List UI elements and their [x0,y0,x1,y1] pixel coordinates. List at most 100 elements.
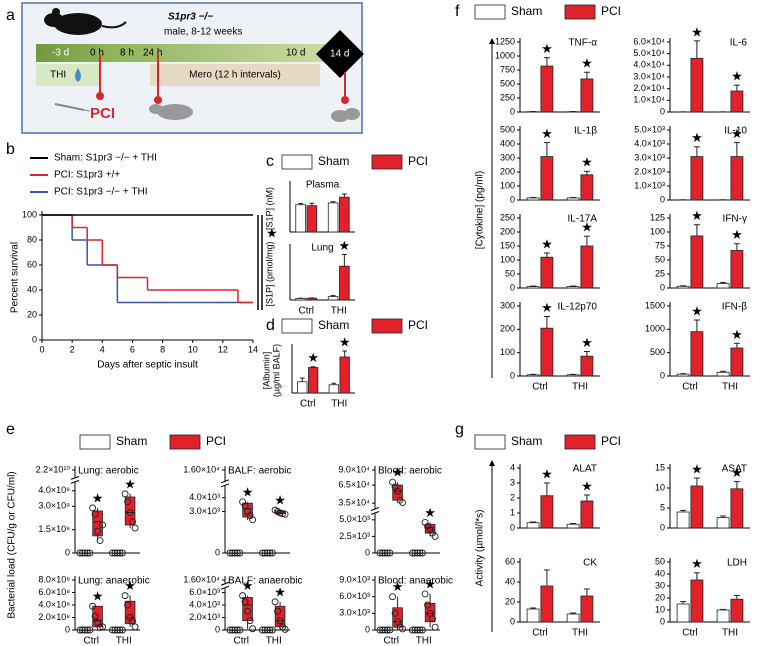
timepoint: 0 h [90,48,104,59]
data-point [413,626,421,634]
data-point [89,602,97,610]
y-tick-label: 1 [510,507,515,517]
y-tick-label: 25 [655,268,665,278]
bar [540,585,554,623]
x-tick-label: Ctrl [298,306,314,317]
bar [327,202,339,233]
data-point [411,549,419,557]
y-tick-label: 75 [655,240,665,250]
legend-swatch [474,4,506,20]
bar [566,613,580,623]
x-tick-label: Ctrl [532,382,548,393]
subplot-title: IL-6 [730,38,748,49]
data-point [121,490,129,498]
y-tick-label: 2.2×10¹⁰ [36,464,71,474]
bar [566,374,580,377]
y-tick-label: 0 [365,547,370,557]
y-tick-label: 125 [650,212,665,222]
significance-star: ★ [691,556,703,571]
data-point [263,626,271,634]
y-tick-label: 1.0×10⁴ [633,95,665,105]
x-tick-label: 2 [70,344,75,354]
subplot-title: Blood: anaerobic [378,576,453,587]
y-axis-title: (µg/ml BALF) [271,344,281,397]
y-tick-label: 2.0×10³ [634,166,665,176]
y-axis-title: Activity (µmol/l*s) [475,510,486,587]
x-tick-label: Ctrl [300,399,316,410]
significance-star: ★ [242,578,254,593]
data-point [383,549,391,557]
x-tick-label: THI [116,636,132,646]
data-point [411,626,419,634]
axis-break [370,511,380,515]
legend-swatch [281,318,313,334]
subplot-title: ALAT [573,464,597,475]
legend-swatch [371,154,403,170]
data-point [246,617,254,625]
y-tick-label: 5.0×10³ [634,124,665,134]
data-point [429,615,437,623]
data-point [99,521,107,529]
y-tick-label: 0 [510,106,515,116]
bar [540,327,554,377]
y-tick-label: 1000 [645,324,665,334]
panel-label: c [266,153,274,170]
y-tick-label: 20 [655,592,665,602]
y-tick-label: 4.0×10³ [634,138,665,148]
significance-star: ★ [581,478,593,493]
y-tick-label: 100 [500,180,515,190]
bar [676,373,690,377]
y-axis-title: Bacterial load (CFU/g or CFU/ml) [7,471,18,618]
legend-swatch [564,4,596,20]
data-point [231,626,239,634]
x-tick-label: 0 [39,344,44,354]
axis-break [220,585,230,590]
subplot-title: IFN-γ [723,214,747,225]
y-tick-label: 6.0×10³ [189,587,220,597]
bar [526,522,540,529]
y-tick-label: 4 [510,462,515,472]
cohort: male, 8-12 weeks [164,27,242,38]
legend-label: PCI [408,154,428,168]
data-point [276,617,284,625]
data-point [113,549,121,557]
x-tick-label: Ctrl [83,636,99,646]
x-tick-label: Ctrl [682,628,698,639]
axis-break [220,479,230,484]
event-label: PCI [90,105,115,122]
bar [540,156,554,201]
axis-break [370,507,380,511]
bar [730,598,744,623]
y-tick-label: 10 [655,604,665,614]
data-point [266,626,274,634]
significance-star: ★ [731,327,743,342]
panel-a: a S1pr3 −/− male, 8-12 weeks -3 d 0 h 8 … [6,2,364,134]
y-tick-label: 400 [500,138,515,148]
data-point [124,601,132,609]
significance-star: ★ [92,589,104,604]
data-point [83,549,91,557]
timepoint: 10 d [286,48,305,59]
mouse-icon [331,108,360,122]
panel-label: b [6,141,15,158]
data-point [111,626,119,634]
data-point [431,623,439,631]
axis-break [221,481,229,486]
event-pins [96,54,349,104]
x-tick-label: THI [331,306,347,317]
data-point [383,626,391,634]
data-point [86,549,94,557]
syringe-icon [54,103,91,112]
legend-label: Sham [511,4,542,18]
phase-box [36,64,100,86]
significance-star: ★ [581,155,593,170]
y-tick-label: 0 [510,522,515,532]
y-tick-label: 0 [215,547,220,557]
y-tick-label: 0 [660,194,665,204]
panel-label: g [455,421,464,438]
significance-star: ★ [691,130,703,145]
panel-label: d [266,317,275,334]
data-point [78,626,86,634]
data-point [274,607,282,615]
